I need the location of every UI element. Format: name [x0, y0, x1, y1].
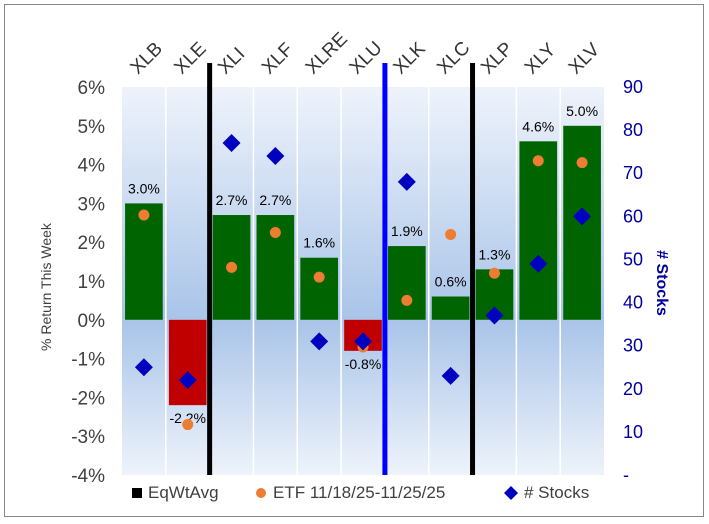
right-tick-label: 50: [623, 249, 643, 269]
left-tick-label: -3%: [71, 427, 105, 448]
left-tick-label: 0%: [78, 311, 106, 332]
right-tick-label: 70: [623, 163, 643, 183]
stocks-series: [134, 134, 592, 390]
bar-xlre: [300, 257, 339, 320]
bar-label-xle: -2.2%: [169, 410, 206, 426]
legend: EqWtAvg ETF 11/18/25-11/25/25 # Stocks: [132, 483, 589, 502]
etf-point-xli: [226, 261, 238, 273]
etf-point-xlc: [445, 228, 457, 240]
right-axis-ticks: - 10 20 30 40 50 60 70 80 90: [623, 77, 643, 485]
bar-xly: [519, 141, 558, 320]
category-label-xlc: XLC: [433, 38, 474, 79]
left-tick-label: 5%: [78, 117, 106, 138]
left-tick-label: -4%: [71, 466, 105, 487]
etf-point-xlk: [401, 294, 413, 306]
stocks-point-xlk: [397, 172, 416, 191]
right-tick-label: 80: [623, 120, 643, 140]
stocks-point-xlu: [354, 332, 372, 351]
bar-xlc: [431, 296, 470, 320]
etf-series: [138, 155, 588, 431]
right-tick-label: -: [623, 465, 629, 485]
stocks-point-xlv: [573, 207, 592, 226]
chart-svg: 3.0% -2.2% 2.7% 2.7% 1.6% -0.8% 1.9% 0.6% 1.3% 4.…: [38, 29, 670, 502]
bar-label-xlk: 1.9%: [391, 223, 423, 239]
left-tick-label: 1%: [78, 272, 106, 293]
bar-label-xlre: 1.6%: [303, 235, 335, 251]
left-tick-label: 2%: [78, 233, 106, 254]
etf-point-xlp: [488, 267, 500, 279]
bar-label-xlu: -0.8%: [345, 356, 382, 372]
bar-label-xlc: 0.6%: [435, 274, 467, 290]
bar-xlb: [125, 203, 163, 320]
legend-swatch-eqwtavg: [132, 488, 142, 498]
bar-label-xlb: 3.0%: [128, 180, 160, 196]
stocks-point-xlp: [485, 306, 504, 325]
bar-xle: [168, 319, 207, 406]
left-tick-label: 4%: [78, 156, 106, 177]
category-label-xli: XLI: [214, 44, 249, 79]
right-axis-title: # Stocks: [653, 250, 670, 316]
stocks-point-xly: [529, 254, 548, 273]
legend-label-eqwtavg: EqWtAvg: [148, 483, 219, 502]
category-label-xlk: XLK: [390, 38, 430, 78]
right-tick-label: 90: [623, 77, 643, 97]
right-tick-label: 30: [623, 336, 643, 356]
legend-swatch-etf: [256, 488, 266, 498]
etf-point-xlb: [138, 209, 150, 221]
category-label-xlp: XLP: [477, 38, 517, 78]
legend-swatch-stocks: [504, 486, 518, 500]
right-tick-label: 60: [623, 206, 643, 226]
bar-label-xli: 2.7%: [216, 192, 248, 208]
category-label-xly: XLY: [521, 39, 560, 78]
category-label-xle: XLE: [170, 38, 210, 78]
bar-label-xlv: 5.0%: [566, 103, 598, 119]
bar-label-xlf: 2.7%: [259, 192, 291, 208]
right-tick-label: 40: [623, 293, 643, 313]
category-label-xlv: XLV: [565, 39, 604, 78]
legend-label-etf: ETF 11/18/25-11/25/25: [273, 483, 445, 502]
stocks-point-xlb: [134, 358, 153, 377]
left-tick-label: -2%: [71, 388, 105, 409]
stocks-point-xli: [222, 134, 241, 153]
left-axis-ticks: -4% -3% -2% -1% 0% 1% 2% 3% 4% 5% 6%: [71, 78, 105, 487]
bar-label-xlp: 1.3%: [478, 246, 510, 262]
category-label-xlb: XLB: [127, 38, 167, 78]
stocks-point-xle: [178, 371, 197, 390]
left-tick-label: 3%: [78, 194, 106, 215]
etf-point-xle: [182, 419, 194, 431]
left-axis-title: % Return This Week: [38, 222, 54, 351]
etf-point-xlv: [576, 157, 588, 169]
etf-point-xlre: [313, 271, 325, 283]
bar-data-labels: 3.0% -2.2% 2.7% 2.7% 1.6% -0.8% 1.9% 0.6% 1.3% 4.…: [128, 103, 598, 426]
etf-point-xlf: [269, 227, 281, 238]
right-tick-label: 10: [623, 422, 643, 442]
bar-label-xly: 4.6%: [522, 118, 554, 134]
left-tick-label: 6%: [78, 78, 106, 99]
category-label-xlre: XLRE: [302, 29, 352, 79]
chart-frame: 3.0% -2.2% 2.7% 2.7% 1.6% -0.8% 1.9% 0.6% 1.3% 4.…: [4, 4, 704, 517]
category-label-xlf: XLF: [258, 39, 297, 78]
divider-lines: [207, 63, 476, 475]
bar-series: [125, 125, 601, 406]
category-label-xlu: XLU: [346, 38, 387, 79]
right-tick-label: 20: [623, 379, 643, 399]
stocks-point-xlre: [310, 332, 329, 351]
left-tick-label: -1%: [71, 350, 105, 371]
stocks-point-xlf: [266, 146, 285, 165]
stocks-point-xlc: [441, 366, 460, 385]
legend-label-stocks: # Stocks: [524, 483, 589, 502]
bar-xlk: [387, 246, 426, 320]
etf-point-xly: [532, 155, 544, 167]
